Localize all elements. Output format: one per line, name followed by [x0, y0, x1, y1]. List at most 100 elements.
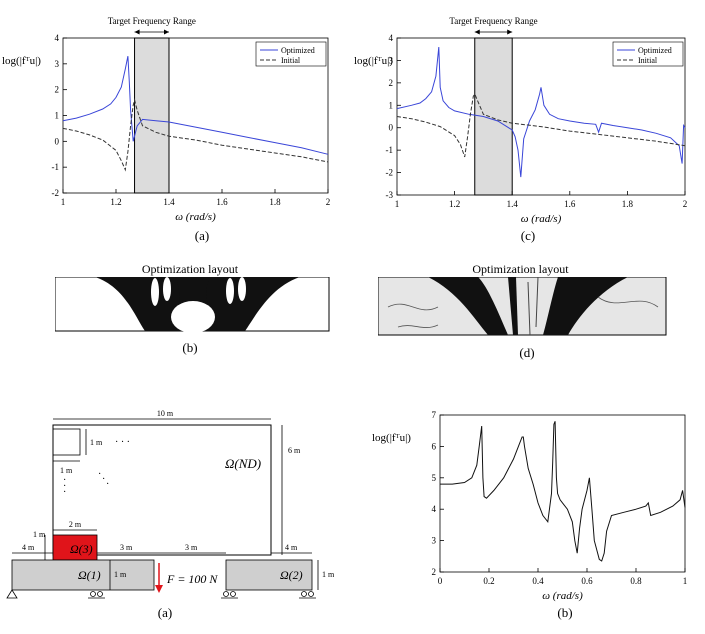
chart-a-xtick-label: 1.6	[216, 197, 228, 207]
dim-cell-h: 1 m	[90, 438, 103, 447]
chart-lower-xlabel: ω (rad/s)	[542, 590, 583, 602]
pin-supports	[6, 589, 316, 599]
chart-c-range-arrow-left	[474, 29, 480, 35]
support-right	[225, 559, 313, 591]
dim-gap-right: 3 m	[185, 543, 198, 552]
chart-a-ytick-label: 2	[55, 85, 60, 95]
chart-a-title: Target Frequency Range	[108, 16, 196, 26]
dots-v1: ·	[63, 475, 66, 486]
svg-text:·: ·	[106, 479, 109, 490]
chart-a-range-arrow-left	[134, 29, 140, 35]
chart-c-title: Target Frequency Range	[449, 16, 537, 26]
chart-c-series-initial	[396, 93, 686, 158]
schematic: 10 m 6 m 1 m 1 m · · · · · · · · · Ω(ND)…	[6, 409, 335, 599]
chart-a-ytick-label: 1	[55, 111, 60, 121]
dots-diag: ·	[98, 469, 101, 480]
dots-h: · · ·	[115, 437, 130, 448]
support-left	[11, 559, 155, 591]
chart-lower-xtick-label: 0.6	[581, 576, 593, 586]
chart-a-xtick-label: 1	[61, 197, 66, 207]
chart-a-series-initial	[62, 98, 329, 172]
label-support1: Ω(1)	[78, 568, 101, 582]
mass-block	[52, 534, 98, 561]
design-domain	[52, 424, 272, 556]
chart-a-range-arrow-right	[164, 29, 169, 35]
chart-lower-axes-box	[439, 414, 686, 573]
dim-left: 4 m	[22, 543, 35, 552]
chart-c-legend	[612, 41, 684, 67]
chart-a-target-band	[134, 37, 170, 194]
chart-c-ytick-label: -1	[386, 145, 394, 155]
chart-c-legend-entry: Optimized	[638, 46, 672, 55]
dim-mass-w: 2 m	[69, 520, 82, 529]
chart-a-ytick-label: -1	[52, 162, 60, 172]
chart-lower-ytick-label: 2	[432, 567, 437, 577]
chart-lower-xtick-label: 0	[438, 576, 443, 586]
chart-lower-ytick-label: 6	[432, 441, 437, 451]
dim-support-left: 1 m	[114, 570, 127, 579]
chart-c-xtick-label: 1.4	[507, 199, 519, 209]
chart-lower-xtick-label: 1	[683, 576, 688, 586]
dim-support-right: 1 m	[322, 570, 335, 579]
chart-c-xtick-label: 1	[395, 199, 400, 209]
label-mass: Ω(3)	[70, 542, 93, 556]
chart-c-legend-entry: Initial	[638, 56, 658, 65]
chart-c: 1 1.2 1.4 1.6 1.8 2 -3 -2 -1 0 1 2 3 4 log(|fᵀu|) ω (ra…	[354, 16, 687, 225]
chart-a-legend-entry: Optimized	[281, 46, 315, 55]
dim-cell-w: 1 m	[60, 466, 73, 475]
chart-c-range-arrow-right	[507, 29, 513, 35]
caption-lower-chart: (b)	[557, 605, 573, 620]
chart-c-ylabel: log(|fᵀu|)	[354, 55, 393, 67]
svg-text:·: ·	[63, 487, 66, 498]
dim-width: 10 m	[157, 409, 174, 418]
chart-lower-series-0	[440, 421, 686, 562]
dim-height: 6 m	[288, 446, 301, 455]
chart-c-ytick-label: -3	[386, 190, 394, 200]
chart-lower-ytick-label: 4	[432, 504, 437, 514]
chart-c-ytick-label: 0	[389, 123, 394, 133]
chart-lower-xtick-label: 0.4	[532, 576, 544, 586]
chart-c-ytick-label: 1	[389, 100, 394, 110]
chart-a-ytick-label: 4	[55, 33, 60, 43]
chart-a-ylabel: log(|fᵀu|)	[2, 55, 41, 67]
chart-a-xtick-label: 1.2	[110, 197, 121, 207]
unit-cell	[52, 428, 81, 456]
chart-a-series-optimized	[62, 56, 329, 155]
chart-a-xtick-label: 1.4	[163, 197, 175, 207]
dim-gap-left: 3 m	[120, 543, 133, 552]
dim-mass-h: 1 m	[33, 530, 46, 539]
chart-c-target-band	[474, 37, 513, 196]
chart-a: 1 1.2 1.4 1.6 1.8 2 -2 -1 0 1 2 3 4 log(|fᵀu|) ω (rad/…	[2, 16, 330, 223]
chart-c-ytick-label: 4	[389, 33, 394, 43]
caption-d: (d)	[519, 345, 535, 360]
layout-b-image	[55, 277, 330, 332]
chart-c-ytick-label: -2	[386, 168, 394, 178]
chart-c-ytick-label: 2	[389, 78, 394, 88]
chart-c-xtick-label: 1.6	[564, 199, 576, 209]
force-label: F = 100 N	[166, 572, 218, 586]
chart-c-xtick-label: 1.2	[449, 199, 460, 209]
chart-c-series-optimized	[396, 46, 686, 178]
caption-a: (a)	[194, 228, 210, 243]
chart-a-ytick-label: -2	[52, 188, 60, 198]
chart-lower-ytick-label: 5	[432, 473, 437, 483]
chart-a-xlabel: ω (rad/s)	[175, 211, 216, 223]
chart-lower-ytick-label: 7	[432, 410, 437, 420]
chart-a-ytick-label: 3	[55, 59, 60, 69]
force-arrow-head	[155, 585, 163, 593]
svg-text:·: ·	[63, 481, 66, 492]
caption-b: (b)	[182, 340, 198, 355]
chart-c-ytick-label: 3	[389, 55, 394, 65]
dim-right: 4 m	[285, 543, 298, 552]
chart-lower-ytick-label: 3	[432, 536, 437, 546]
chart-lower-ylabel: log(|fᵀu|)	[372, 432, 411, 444]
layout-d-title: Optimization layout	[472, 262, 569, 276]
chart-c-xlabel: ω (rad/s)	[521, 213, 562, 225]
chart-a-xtick-label: 1.8	[269, 197, 281, 207]
caption-schematic: (a)	[157, 605, 173, 620]
layout-d-image	[378, 277, 667, 336]
chart-lower-xtick-label: 0.2	[483, 576, 494, 586]
chart-lower: 0 0.2 0.4 0.6 0.8 1 2 3 4 5 6 7 log(|fᵀu|) ω (rad/s)	[372, 410, 688, 602]
chart-a-legend	[255, 41, 327, 67]
svg-text:·: ·	[102, 474, 105, 485]
